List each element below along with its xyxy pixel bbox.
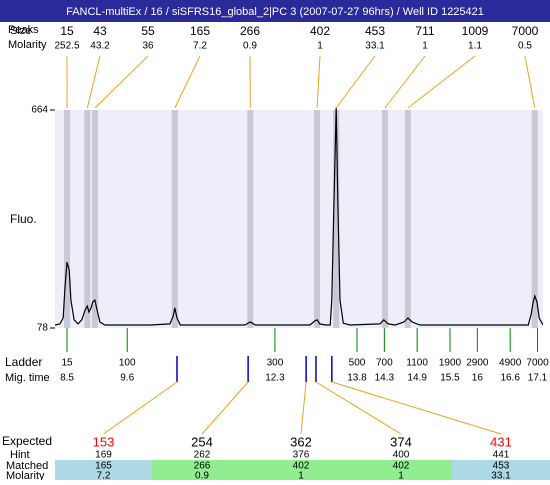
ladder-size: 1900 — [439, 358, 462, 369]
molarity-value: 7.2 — [97, 471, 111, 480]
peak-size: 1009 — [462, 24, 489, 38]
peak-molarity: 1.1 — [468, 41, 482, 52]
expected-connector — [202, 382, 248, 434]
peak-size: 15 — [60, 24, 74, 38]
ladder-time: 17.1 — [528, 373, 548, 384]
peak-connector — [175, 56, 200, 108]
expected-value: 254 — [191, 434, 213, 449]
peak-molarity: 252.5 — [54, 41, 79, 52]
peak-size: 7000 — [512, 24, 539, 38]
peak-band — [92, 110, 98, 328]
ladder-time: 14.3 — [375, 373, 395, 384]
molarity-value: 1 — [298, 471, 304, 480]
peak-band — [84, 110, 90, 328]
expected-value: 362 — [290, 434, 312, 449]
molarity-value: 33.1 — [491, 471, 511, 480]
expected-label: Expected — [2, 434, 52, 448]
ladder-time: 16 — [472, 373, 484, 384]
ladder-time: 9.6 — [120, 373, 134, 384]
peak-connector — [87, 56, 100, 108]
peak-size: 402 — [310, 24, 330, 38]
expected-value: 374 — [390, 434, 412, 449]
y-axis-label: Fluo. — [10, 212, 37, 226]
expected-connector — [332, 382, 501, 434]
peak-size: 266 — [240, 24, 260, 38]
peak-connector — [95, 56, 148, 108]
hint-value: 400 — [393, 450, 410, 461]
expected-value: 153 — [93, 434, 115, 449]
peak-size: 55 — [141, 24, 155, 38]
ladder-time: 8.5 — [60, 373, 74, 384]
ladder-time: 16.6 — [500, 373, 520, 384]
expected-connector — [104, 382, 178, 434]
peak-molarity: 1 — [422, 41, 428, 52]
hint-value: 376 — [293, 450, 310, 461]
y-tick-label: 78 — [37, 323, 49, 334]
ladder-size: 300 — [267, 358, 284, 369]
peak-band — [314, 110, 320, 328]
peak-size: 711 — [415, 24, 434, 38]
ladder-size: 2900 — [466, 358, 489, 369]
ladder-size: 700 — [376, 358, 393, 369]
peak-band — [247, 110, 253, 328]
peak-band — [382, 110, 388, 328]
ladder-time: 15.5 — [440, 373, 460, 384]
peak-molarity: 33.1 — [365, 41, 385, 52]
peak-size: 453 — [365, 24, 385, 38]
ladder-size: 4900 — [499, 358, 522, 369]
title: FANCL-multiEx / 16 / siSFRS16_global_2|P… — [66, 6, 484, 18]
ladder-size: 100 — [119, 358, 136, 369]
peak-molarity: 7.2 — [193, 41, 207, 52]
ladder-time: 12.3 — [265, 373, 285, 384]
peak-molarity: 1 — [317, 41, 323, 52]
ladder-size: 15 — [61, 358, 73, 369]
hint-value: 169 — [95, 450, 112, 461]
y-tick-label: 664 — [31, 105, 48, 116]
hint-value: 441 — [493, 450, 510, 461]
ladder-size: 1100 — [406, 358, 428, 369]
peak-connector — [525, 56, 535, 108]
expected-value: 431 — [490, 434, 512, 449]
peak-band — [405, 110, 411, 328]
peak-molarity: 36 — [142, 41, 154, 52]
peak-molarity: 0.9 — [243, 41, 257, 52]
peak-molarity: 0.5 — [518, 41, 532, 52]
molarity-label-bottom: Molarity — [6, 470, 45, 480]
peak-size: 165 — [190, 24, 210, 38]
ladder-label: Ladder — [5, 355, 42, 369]
peak-connector — [317, 56, 320, 108]
peak-connector — [408, 56, 475, 108]
molarity-label: Molarity — [8, 39, 47, 51]
ladder-time: 14.9 — [407, 373, 427, 384]
peak-molarity: 43.2 — [90, 41, 110, 52]
size-label: Size — [10, 25, 31, 37]
peak-band — [172, 110, 178, 328]
hint-value: 262 — [194, 450, 211, 461]
plot-background — [55, 110, 543, 328]
ladder-size: 500 — [349, 358, 366, 369]
peak-size: 43 — [93, 24, 107, 38]
expected-connector — [301, 382, 306, 434]
mig-time-label: Mig. time — [5, 372, 50, 384]
molarity-value: 1 — [398, 471, 404, 480]
peak-connector — [336, 56, 375, 108]
ladder-size: 7000 — [526, 358, 549, 369]
molarity-value: 0.9 — [195, 471, 209, 480]
peak-connector — [385, 56, 425, 108]
ladder-time: 13.8 — [347, 373, 367, 384]
